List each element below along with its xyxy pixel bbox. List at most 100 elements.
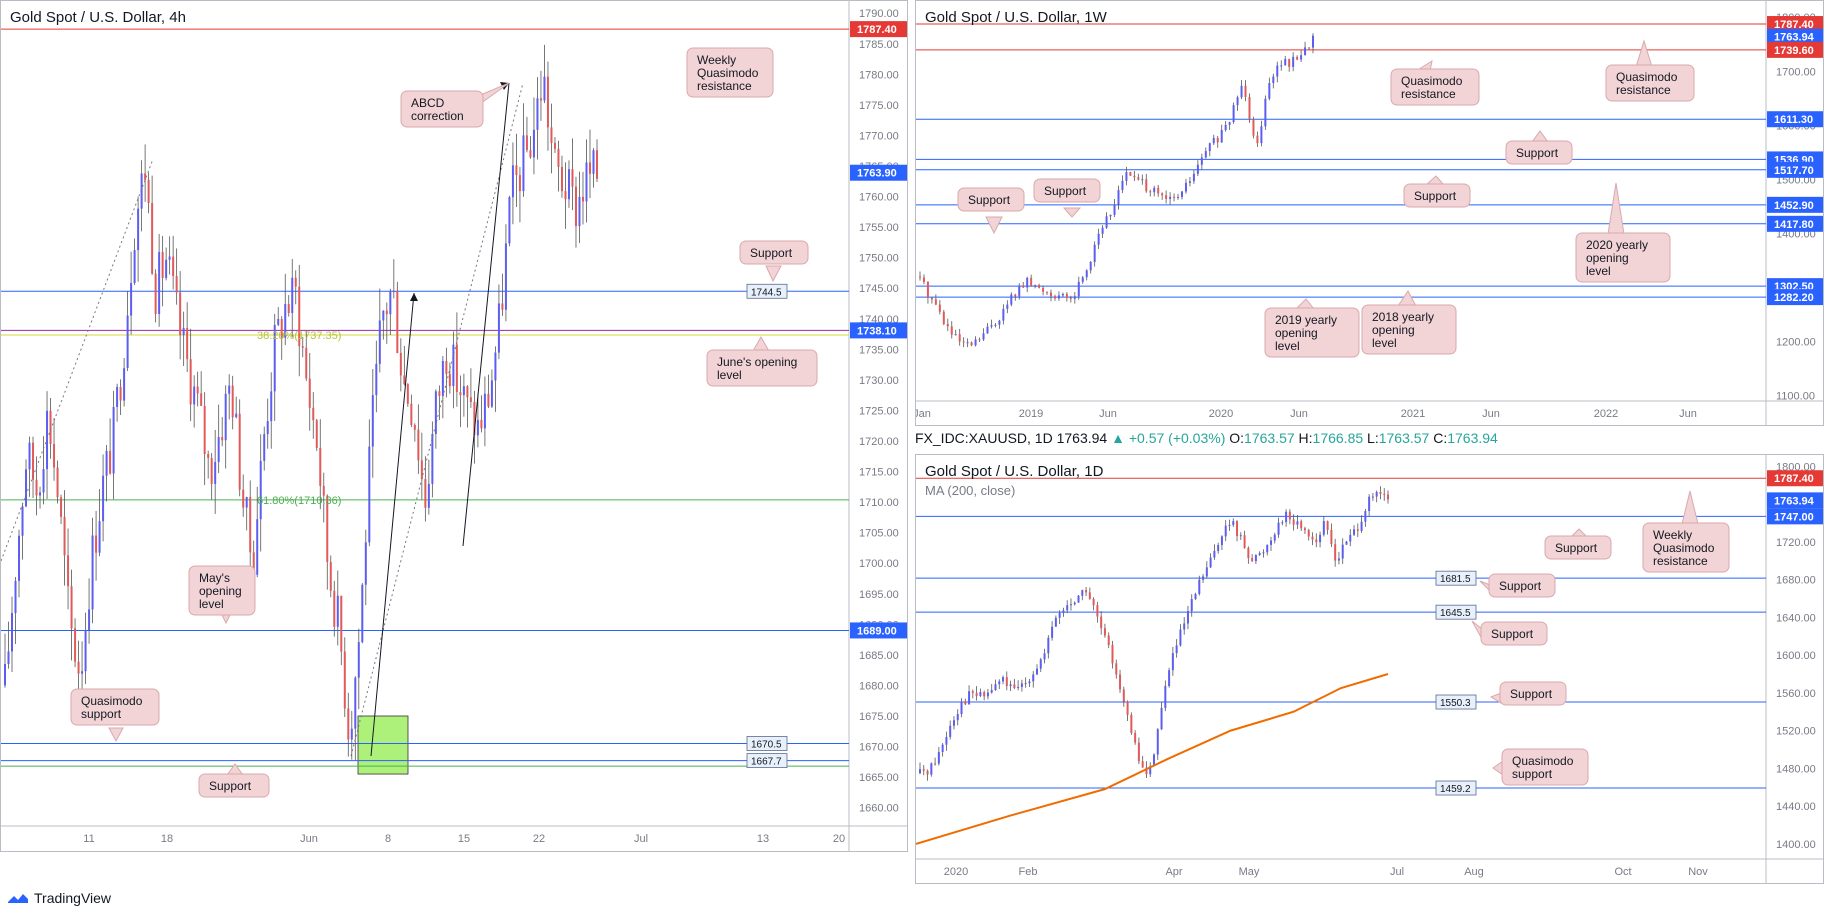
candle-body — [986, 692, 989, 697]
candle-body — [1057, 295, 1060, 299]
candle-body — [1186, 611, 1189, 624]
chart-panel-1w[interactable]: 1800.001700.001600.001500.001400.001300.… — [915, 0, 1824, 426]
ohlc-low-label: L: — [1367, 430, 1379, 446]
chart-4h-canvas[interactable]: 1790.001785.001780.001775.001770.001765.… — [1, 1, 908, 852]
candle-body — [1073, 296, 1076, 299]
callout-weekly-qm-1d-text: resistance — [1653, 554, 1708, 568]
candle-body — [536, 98, 539, 130]
candle-body — [1062, 610, 1065, 613]
x-tick-label: Jul — [1390, 866, 1404, 878]
footer — [0, 884, 1824, 911]
candle-body — [979, 692, 982, 697]
candle-body — [53, 443, 56, 468]
level-box-1645-text: 1645.5 — [1440, 608, 1471, 619]
price-tag — [1767, 41, 1823, 58]
x-tick-label: Jun — [1482, 408, 1500, 420]
candle-body — [1232, 105, 1235, 123]
candle-body — [371, 395, 374, 447]
candle-body — [196, 386, 199, 394]
x-tick-label: 18 — [161, 833, 173, 845]
abcd-leg — [462, 82, 510, 547]
candle-body — [399, 352, 402, 376]
candle-body — [1353, 529, 1356, 535]
candle-body — [207, 454, 210, 458]
candle-body — [532, 129, 535, 158]
candle-body — [287, 304, 290, 313]
candle-body — [994, 684, 997, 691]
candle-body — [259, 460, 262, 520]
candle-body — [1258, 553, 1261, 556]
candle-body — [98, 521, 101, 553]
callout-june-opening-pointer — [752, 335, 770, 352]
candle-body — [1010, 294, 1013, 305]
candle-body — [1145, 767, 1148, 775]
callout-2019-opening-text: 2019 yearly — [1275, 313, 1337, 327]
y-tick-label: 1440.00 — [1776, 801, 1816, 813]
candle-body — [942, 311, 945, 324]
candle-body — [417, 429, 420, 461]
candle-body — [277, 318, 280, 325]
candle-body — [441, 360, 444, 396]
candle-body — [1228, 122, 1231, 125]
candle-body — [1288, 58, 1291, 67]
candle-body — [1018, 285, 1021, 297]
candle-body — [1296, 521, 1299, 525]
callout-qm-res-1-text: resistance — [1401, 87, 1456, 101]
candle-body — [333, 590, 336, 627]
chart-panel-4h[interactable]: 1790.001785.001780.001775.001770.001765.… — [0, 0, 908, 852]
candle-body — [1248, 97, 1251, 120]
candle-body — [1194, 593, 1197, 600]
candle-body — [235, 413, 238, 418]
candle-body — [112, 406, 115, 474]
candle-body — [937, 751, 940, 764]
candle-body — [1319, 534, 1322, 543]
candle-body — [518, 175, 521, 192]
candle-body — [305, 347, 308, 379]
candle-body — [1105, 216, 1108, 228]
callout-2020-opening-pointer — [1607, 182, 1625, 235]
x-tick-label: 13 — [757, 833, 769, 845]
candle-body — [1036, 668, 1038, 675]
candle-body — [238, 413, 241, 490]
candle-body — [1165, 195, 1168, 199]
candle-body — [1156, 729, 1159, 755]
y-tick-label: 1730.00 — [859, 375, 899, 387]
tradingview-logo[interactable]: TradingView — [6, 890, 111, 906]
candle-body — [294, 277, 297, 287]
candle-body — [1368, 496, 1371, 512]
level-box-1670-text: 1670.5 — [751, 740, 782, 751]
candle-body — [1224, 124, 1227, 131]
candle-body — [368, 446, 371, 543]
y-tick-label: 1680.00 — [859, 680, 899, 692]
y-tick-label: 1695.00 — [859, 589, 899, 601]
candle-body — [487, 393, 490, 407]
candle-body — [1277, 522, 1280, 535]
chart-panel-1d[interactable]: 1800.001760.001720.001680.001640.001600.… — [915, 454, 1824, 884]
candle-body — [1026, 277, 1029, 288]
candle-body — [1383, 493, 1386, 495]
candle-body — [1307, 530, 1310, 537]
candle-body — [1236, 521, 1239, 537]
y-tick-label: 1780.00 — [859, 69, 899, 81]
candle-body — [1198, 579, 1201, 594]
candle-body — [919, 276, 921, 278]
candle-body — [964, 701, 967, 705]
callout-support-3 — [1033, 178, 1101, 203]
y-tick-label: 1790.00 — [859, 8, 899, 20]
candle-body — [949, 725, 952, 737]
y-tick-label: 1670.00 — [859, 742, 899, 754]
chart-1w-canvas[interactable]: 1800.001700.001600.001500.001400.001300.… — [916, 1, 1824, 426]
candle-body — [322, 485, 325, 496]
candle-body — [539, 98, 542, 101]
candle-body — [515, 165, 518, 176]
candle-body — [1264, 98, 1267, 127]
candle-body — [1252, 119, 1255, 136]
candle-body — [1061, 293, 1064, 296]
callout-2019-opening-text: level — [1275, 339, 1300, 353]
callout-support-3-pointer — [1062, 207, 1082, 218]
callout-weekly-qm — [686, 47, 774, 98]
callout-qm-support-text: Quasimodo — [81, 694, 143, 708]
callout-abcd-text: correction — [411, 109, 464, 123]
chart-1d-canvas[interactable]: 1800.001760.001720.001680.001640.001600.… — [916, 455, 1824, 884]
candle-body — [214, 461, 217, 484]
